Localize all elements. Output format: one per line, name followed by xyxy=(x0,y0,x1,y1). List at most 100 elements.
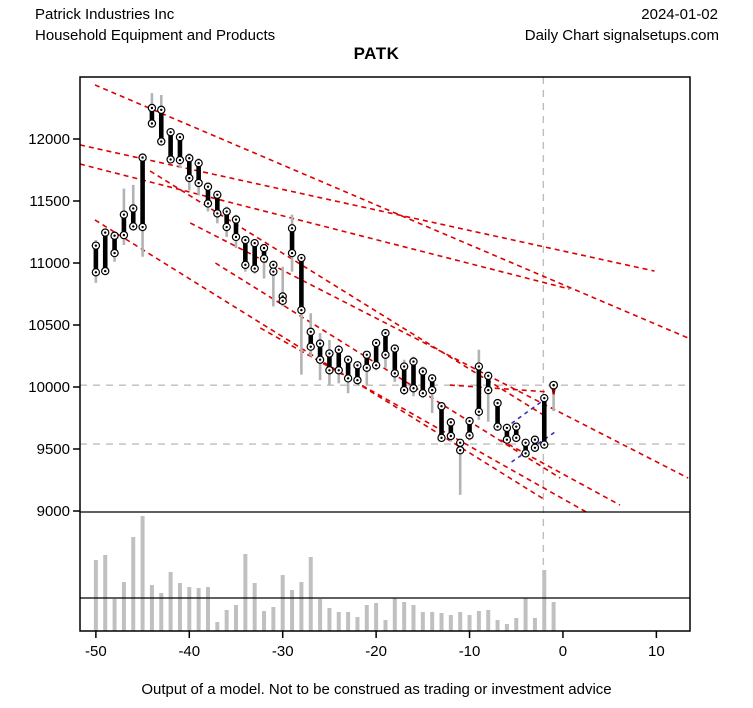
open-close-dot xyxy=(104,231,107,234)
volume-bar xyxy=(420,612,425,631)
open-close-dot xyxy=(524,441,527,445)
trendline xyxy=(259,327,588,512)
open-close-dot xyxy=(272,270,275,273)
open-close-dot xyxy=(393,372,397,375)
open-close-dot xyxy=(244,238,247,242)
open-close-dot xyxy=(421,370,425,373)
volume-bar xyxy=(364,605,369,631)
open-close-dot xyxy=(94,244,98,247)
x-axis-label: 0 xyxy=(559,643,567,660)
y-axis-label: 11500 xyxy=(29,193,70,210)
open-close-dot xyxy=(262,246,266,250)
company-name: Patrick Industries Inc xyxy=(35,6,175,23)
volume-bar xyxy=(504,624,509,631)
volume-bar xyxy=(271,607,276,631)
price-panel xyxy=(91,93,559,495)
open-close-dot xyxy=(468,419,471,423)
volume-bar xyxy=(486,610,491,631)
open-close-dot xyxy=(244,263,247,267)
open-close-dot xyxy=(533,438,537,441)
volume-bar xyxy=(514,618,519,631)
open-close-dot xyxy=(496,401,499,405)
ticker-title: PATK xyxy=(353,44,400,63)
open-close-dot xyxy=(122,213,126,216)
open-close-dot xyxy=(402,388,406,392)
volume-bar xyxy=(159,593,164,631)
open-close-dot xyxy=(132,225,135,228)
open-close-dot xyxy=(234,218,238,221)
open-close-dot xyxy=(412,387,415,390)
open-close-dot xyxy=(496,425,499,428)
open-close-dot xyxy=(94,271,98,274)
pattern-line xyxy=(504,398,546,429)
x-axis-label: -50 xyxy=(85,643,107,660)
open-close-dot xyxy=(290,227,294,230)
volume-bar xyxy=(262,611,267,631)
open-close-dot xyxy=(365,366,368,369)
open-close-dot xyxy=(300,308,303,312)
chart-source: Daily Chart signalsetups.com xyxy=(524,27,719,44)
volume-bar xyxy=(103,555,108,631)
volume-bar xyxy=(196,588,201,631)
last-close-dot xyxy=(552,383,555,387)
y-axis-label: 10500 xyxy=(28,317,70,334)
open-close-dot xyxy=(113,251,116,255)
open-close-dot xyxy=(346,377,350,380)
open-close-dot xyxy=(505,438,509,441)
open-close-dot xyxy=(132,207,135,210)
volume-bar xyxy=(112,599,117,631)
trendline xyxy=(94,84,689,339)
open-close-dot xyxy=(160,140,163,143)
volume-bar xyxy=(243,554,248,631)
volume-bar xyxy=(131,537,136,631)
open-close-dot xyxy=(141,156,144,159)
volume-bar xyxy=(383,620,388,631)
open-close-dot xyxy=(150,122,154,125)
open-close-dot xyxy=(524,452,527,455)
open-close-dot xyxy=(365,353,368,356)
x-axis-label: -30 xyxy=(272,643,294,660)
trendline xyxy=(80,163,570,290)
volume-bar xyxy=(346,612,351,631)
y-axis-label: 11000 xyxy=(29,255,70,272)
open-close-dot xyxy=(440,405,443,408)
open-close-dot xyxy=(169,130,172,134)
y-axis-label: 10000 xyxy=(28,379,70,396)
plot-border xyxy=(79,76,691,632)
open-close-dot xyxy=(234,235,238,239)
trendline xyxy=(215,262,561,479)
volume-bar xyxy=(439,613,444,631)
volume-bar xyxy=(177,583,182,631)
volume-bar xyxy=(280,575,285,631)
open-close-dot xyxy=(216,193,219,197)
open-close-dot xyxy=(487,388,490,392)
volume-panel xyxy=(80,516,690,631)
x-axis-label: -40 xyxy=(178,643,200,660)
volume-bar xyxy=(523,598,528,631)
volume-bar xyxy=(187,587,192,631)
trendline xyxy=(449,384,549,393)
volume-bar xyxy=(121,582,126,631)
volume-bar xyxy=(336,612,341,631)
open-close-dot xyxy=(253,241,256,245)
open-close-dot xyxy=(216,212,219,215)
volume-bar xyxy=(392,598,397,631)
open-close-dot xyxy=(412,360,415,363)
open-close-dot xyxy=(178,158,182,162)
volume-bar xyxy=(93,560,98,631)
open-close-dot xyxy=(318,358,322,361)
volume-bar xyxy=(327,608,332,631)
open-close-dot xyxy=(393,347,397,350)
open-close-dot xyxy=(440,436,443,440)
volume-bar xyxy=(430,612,435,631)
x-axis-label: 10 xyxy=(648,643,665,660)
open-close-dot xyxy=(346,358,350,361)
open-close-dot xyxy=(515,425,518,428)
open-close-dot xyxy=(206,202,210,205)
open-close-dot xyxy=(505,426,509,430)
open-close-dot xyxy=(150,106,154,110)
open-close-dot xyxy=(281,299,284,303)
open-close-dot xyxy=(384,331,387,335)
open-close-dot xyxy=(318,342,322,345)
